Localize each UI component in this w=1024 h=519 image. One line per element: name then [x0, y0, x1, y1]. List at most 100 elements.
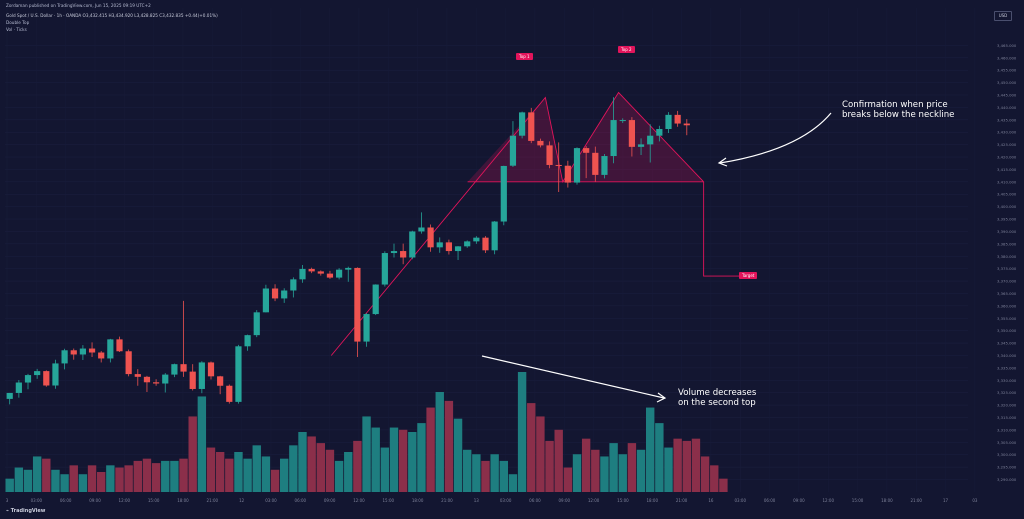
- candle-body: [674, 114, 681, 124]
- candles: [6, 97, 690, 405]
- price-tick-label: 3,455.000: [997, 68, 1017, 73]
- top1-label: Top 1: [516, 53, 533, 60]
- time-tick-label: 15:00: [148, 498, 160, 503]
- volume-bar: [334, 460, 344, 492]
- price-tick-label: 3,290.000: [997, 477, 1017, 482]
- volume-bar: [87, 465, 97, 492]
- volume-bar: [389, 427, 399, 492]
- candle-body: [528, 112, 535, 141]
- candle-body: [427, 227, 434, 248]
- confirmation-arrowhead: [717, 157, 728, 167]
- candle-body: [546, 145, 553, 165]
- tradingview-logo[interactable]: ⌁ TradingView: [6, 508, 45, 514]
- price-tick-label: 3,405.000: [997, 192, 1017, 197]
- candle-body: [500, 165, 507, 222]
- time-tick-label: 12: [239, 498, 245, 503]
- candle-body: [308, 268, 315, 272]
- volume-bar: [517, 372, 527, 492]
- time-tick-label: 17: [943, 498, 949, 503]
- price-axis: 3,465.000 3,460.000 3,455.000 3,450.000 3,44…: [997, 43, 1017, 482]
- time-tick-label: 13: [474, 498, 480, 503]
- volume-bar: [444, 400, 454, 492]
- time-tick-label: 21:00: [441, 498, 453, 503]
- top2-label: Top 2: [618, 46, 635, 53]
- indicator-double-top[interactable]: Double Top: [6, 20, 30, 25]
- volume-bar: [362, 416, 371, 492]
- candle-body: [271, 288, 279, 299]
- candle-body: [235, 346, 242, 402]
- volume-bar: [435, 392, 444, 492]
- footer-bar: [0, 505, 1024, 519]
- time-tick-label: 03:00: [734, 498, 746, 503]
- volume-bar: [472, 454, 481, 492]
- time-tick-label: 09:00: [89, 498, 101, 503]
- time-tick-label: 12:00: [353, 498, 365, 503]
- candle-body: [162, 374, 169, 384]
- volume-bar: [289, 445, 298, 492]
- price-tick-label: 3,440.000: [997, 105, 1017, 110]
- volume-bar: [124, 465, 133, 492]
- price-tick-label: 3,430.000: [997, 130, 1017, 135]
- volume-bar: [179, 458, 188, 492]
- volume-bar: [655, 423, 664, 492]
- price-tick-label: 3,420.000: [997, 155, 1017, 160]
- volume-bars: [5, 372, 728, 492]
- double-top-pattern: [330, 91, 749, 356]
- volume-bar: [719, 478, 728, 492]
- currency-badge[interactable]: USD: [994, 11, 1012, 21]
- volume-bar: [563, 467, 573, 492]
- price-tick-label: 3,375.000: [997, 266, 1017, 271]
- candle-body: [134, 374, 141, 377]
- candle-body: [143, 376, 151, 383]
- candle-body: [619, 120, 626, 122]
- volume-bar: [270, 469, 280, 492]
- price-tick-label: 3,295.000: [997, 465, 1017, 470]
- price-tick-label: 3,400.000: [997, 204, 1017, 209]
- volume-bar: [536, 416, 545, 492]
- volume-arrow: [481, 355, 665, 399]
- candle-body: [125, 351, 132, 375]
- volume-bar: [32, 456, 42, 492]
- volume-bar: [664, 447, 673, 492]
- candle-body: [445, 242, 452, 252]
- candle-body: [519, 112, 526, 136]
- volume-bar: [600, 456, 609, 492]
- candle-body: [281, 290, 288, 299]
- volume-bar: [426, 407, 435, 492]
- volume-bar: [609, 443, 618, 492]
- time-tick-label: 03: [972, 498, 978, 503]
- time-tick-label: 06:00: [529, 498, 541, 503]
- price-tick-label: 3,305.000: [997, 440, 1017, 445]
- volume-bar: [252, 445, 261, 492]
- volume-bar: [215, 452, 225, 492]
- symbol-line[interactable]: Gold Spot / U.S. Dollar · 1h · OANDA O3,…: [6, 13, 218, 18]
- price-tick-label: 3,300.000: [997, 452, 1017, 457]
- volume-bar: [170, 460, 179, 492]
- volume-bar: [417, 423, 426, 492]
- time-tick-label: 3: [6, 498, 9, 503]
- price-tick-label: 3,365.000: [997, 291, 1017, 296]
- candle-body: [390, 251, 398, 254]
- time-tick-label: 15:00: [852, 498, 864, 503]
- volume-bar: [261, 456, 271, 492]
- volume-bar: [453, 418, 463, 492]
- time-tick-label: 03:00: [500, 498, 512, 503]
- indicator-volume[interactable]: Vol · Ticks: [6, 27, 27, 32]
- volume-bar: [618, 454, 627, 492]
- candle-body: [628, 120, 635, 147]
- candle-body: [354, 267, 361, 342]
- time-tick-label: 15:00: [617, 498, 629, 503]
- candle-body: [207, 362, 215, 377]
- time-tick-label: 18:00: [646, 498, 658, 503]
- candle-body: [381, 253, 388, 285]
- time-tick-label: 18:00: [177, 498, 189, 503]
- time-tick-label: 12:00: [119, 498, 131, 503]
- candle-body: [43, 371, 50, 386]
- candle-body: [601, 156, 608, 175]
- candle-body: [464, 241, 471, 247]
- candle-body: [88, 348, 96, 353]
- price-tick-label: 3,450.000: [997, 80, 1017, 85]
- volume-bar: [490, 454, 499, 492]
